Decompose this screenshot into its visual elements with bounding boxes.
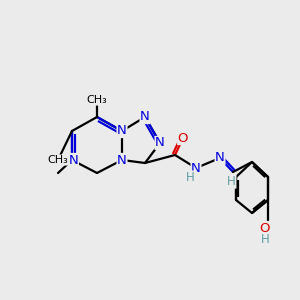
Text: N: N: [117, 124, 127, 137]
Text: O: O: [178, 131, 188, 145]
Text: N: N: [155, 136, 165, 149]
Text: H: H: [186, 171, 194, 184]
Text: N: N: [117, 154, 127, 166]
Text: CH₃: CH₃: [87, 95, 107, 105]
Text: O: O: [260, 221, 270, 235]
Text: CH₃: CH₃: [48, 155, 68, 165]
Text: H: H: [261, 233, 269, 246]
Text: N: N: [140, 110, 150, 124]
Text: N: N: [191, 161, 201, 175]
Text: N: N: [215, 152, 225, 164]
Text: H: H: [227, 175, 236, 188]
Text: N: N: [69, 154, 78, 166]
